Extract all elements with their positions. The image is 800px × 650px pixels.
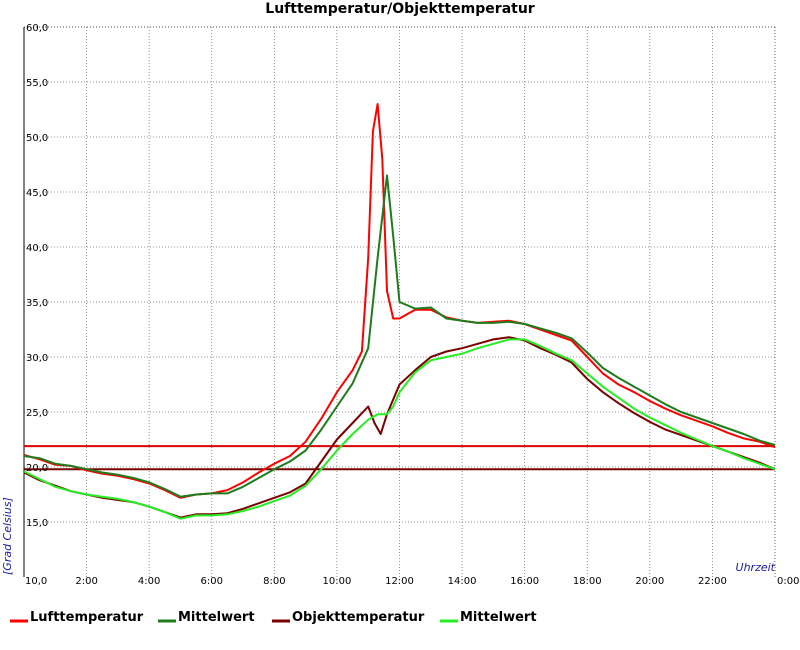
y-axis-ticks: 15,0 20,0 25,0 30,0 35,0 40,0 45,0 50,0 55,0 60,0 xyxy=(26,23,48,529)
x-tick-label: 16:00 xyxy=(510,576,539,587)
x-axis-label: Uhrzeit xyxy=(736,561,776,574)
series-line-2 xyxy=(23,174,776,498)
y-tick-label: 35,0 xyxy=(26,298,48,309)
y-tick-label: 40,0 xyxy=(26,243,48,254)
legend-label: Lufttemperatur xyxy=(30,610,144,625)
x-tick-label: 10,0 xyxy=(25,576,47,587)
y-tick-label: 50,0 xyxy=(26,133,48,144)
series-line-3 xyxy=(23,336,776,519)
x-tick-label: 2:00 xyxy=(75,576,97,587)
x-tick-label: 6:00 xyxy=(201,576,223,587)
x-tick-label: 0:00 xyxy=(777,576,799,587)
x-tick-label: 4:00 xyxy=(138,576,160,587)
legend: Lufttemperatur Mittelwert Objekttemperatur… xyxy=(10,610,537,625)
legend-label: Objekttemperatur xyxy=(292,610,425,625)
plot-border xyxy=(23,26,776,577)
x-axis-ticks: 10,0 2:00 4:00 6:00 8:00 10:00 12:00 14:00 16:00… xyxy=(25,576,799,587)
x-tick-label: 20:00 xyxy=(635,576,664,587)
x-tick-label: 12:00 xyxy=(385,576,414,587)
x-tick-label: 10:00 xyxy=(323,576,352,587)
y-tick-label: 30,0 xyxy=(26,353,48,364)
y-axis-label: [Grad Celsius] xyxy=(1,497,14,575)
y-tick-label: 20,0 xyxy=(26,463,48,474)
y-tick-label: 15,0 xyxy=(26,518,48,529)
y-tick-label: 60,0 xyxy=(26,23,48,34)
series-line-1 xyxy=(23,103,776,499)
x-tick-label: 14:00 xyxy=(448,576,477,587)
chart-title: Lufttemperatur/Objekttemperatur xyxy=(265,1,535,17)
x-tick-label: 22:00 xyxy=(698,576,727,587)
x-tick-label: 18:00 xyxy=(573,576,602,587)
legend-label: Mittelwert xyxy=(460,610,537,625)
legend-label: Mittelwert xyxy=(178,610,255,625)
reference-lines xyxy=(24,445,775,471)
series-line-4 xyxy=(23,338,776,520)
y-tick-label: 45,0 xyxy=(26,188,48,199)
y-tick-label: 25,0 xyxy=(26,408,48,419)
data-series xyxy=(23,103,776,520)
x-tick-label: 8:00 xyxy=(263,576,285,587)
y-tick-label: 55,0 xyxy=(26,78,48,89)
